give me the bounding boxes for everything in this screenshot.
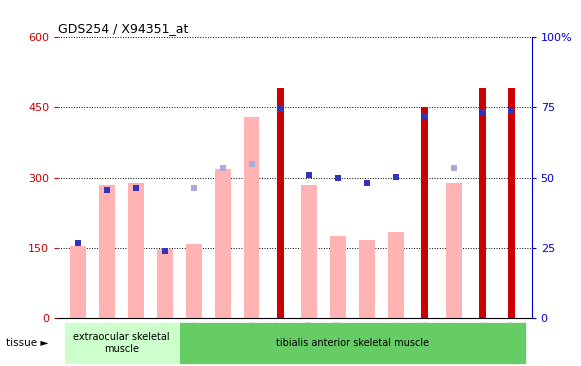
Bar	[186, 244, 202, 318]
Text: extraocular skeletal
muscle: extraocular skeletal muscle	[73, 332, 170, 354]
Bar	[302, 184, 317, 318]
Bar	[508, 88, 515, 318]
Bar	[330, 236, 346, 318]
Bar	[180, 322, 526, 364]
Bar	[99, 184, 115, 318]
Bar	[64, 322, 180, 364]
Bar	[215, 169, 231, 318]
Bar	[128, 183, 144, 318]
Bar	[277, 88, 284, 318]
Bar	[243, 117, 260, 318]
Bar	[157, 249, 173, 318]
Bar	[70, 246, 86, 318]
Bar	[446, 183, 461, 318]
Bar	[359, 239, 375, 318]
Bar	[388, 232, 404, 318]
Bar	[479, 88, 486, 318]
Text: GDS254 / X94351_at: GDS254 / X94351_at	[58, 22, 188, 36]
Text: tibialis anterior skeletal muscle: tibialis anterior skeletal muscle	[276, 338, 429, 348]
Bar	[421, 107, 428, 318]
Text: tissue ►: tissue ►	[6, 338, 48, 348]
